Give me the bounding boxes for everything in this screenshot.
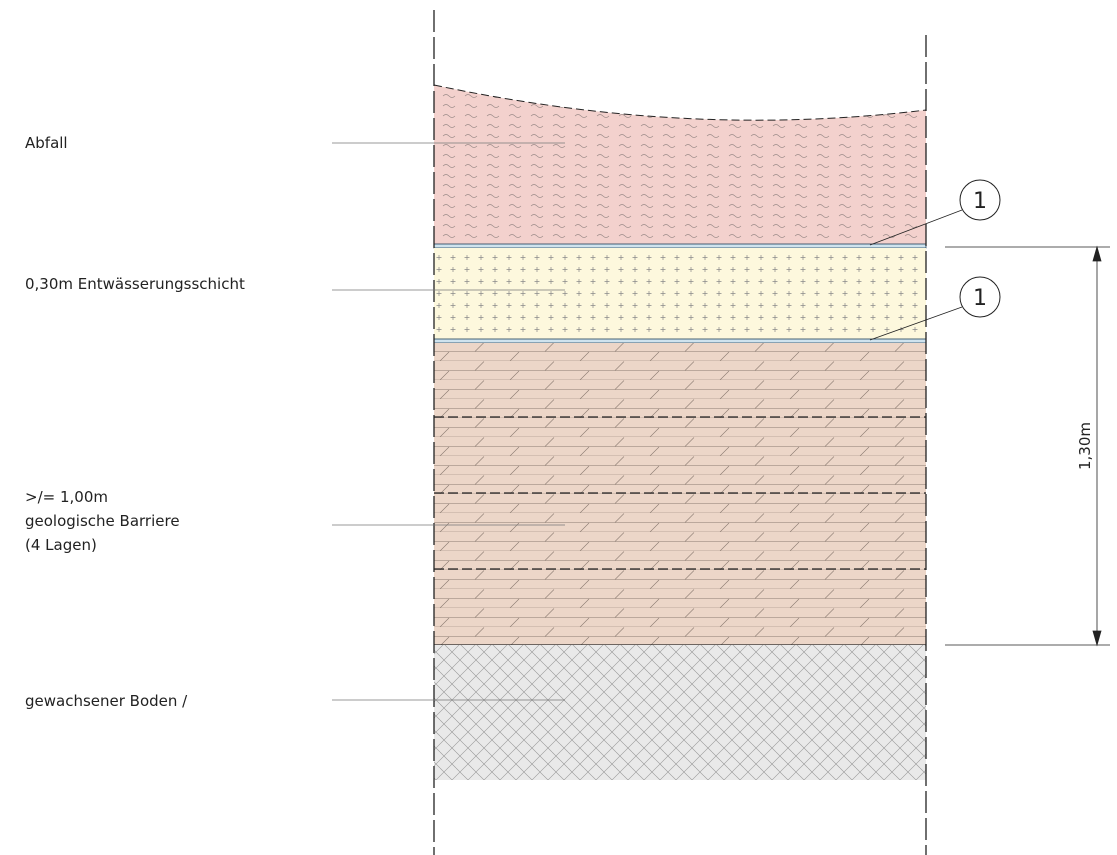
waste-layer — [434, 85, 926, 245]
layer-label: >/= 1,00m — [25, 488, 108, 506]
callout-number: 1 — [973, 286, 987, 311]
dimension — [945, 245, 1110, 647]
layer-label: 0,30m Entwässerungsschicht — [25, 275, 245, 293]
column-borders — [433, 10, 927, 855]
waste-top — [433, 84, 927, 121]
leaders — [332, 142, 565, 701]
layer-label: geologische Barriere — [25, 512, 180, 530]
layer-label: (4 Lagen) — [25, 536, 97, 554]
callout-leader — [869, 209, 963, 246]
barrier-layer — [434, 343, 926, 645]
callout — [959, 276, 1001, 318]
callout-leader — [869, 306, 963, 341]
soil-layer — [434, 645, 926, 780]
layer-label: gewachsener Boden / — [25, 692, 188, 710]
dimension-label: 1,30m — [1076, 422, 1094, 470]
geotextile — [433, 243, 927, 249]
callout — [959, 179, 1001, 221]
lift-lines — [434, 416, 926, 570]
layer-label: Abfall — [25, 134, 68, 152]
callout-number: 1 — [973, 189, 987, 214]
geotextile — [433, 338, 927, 344]
drainage-layer — [434, 248, 926, 340]
